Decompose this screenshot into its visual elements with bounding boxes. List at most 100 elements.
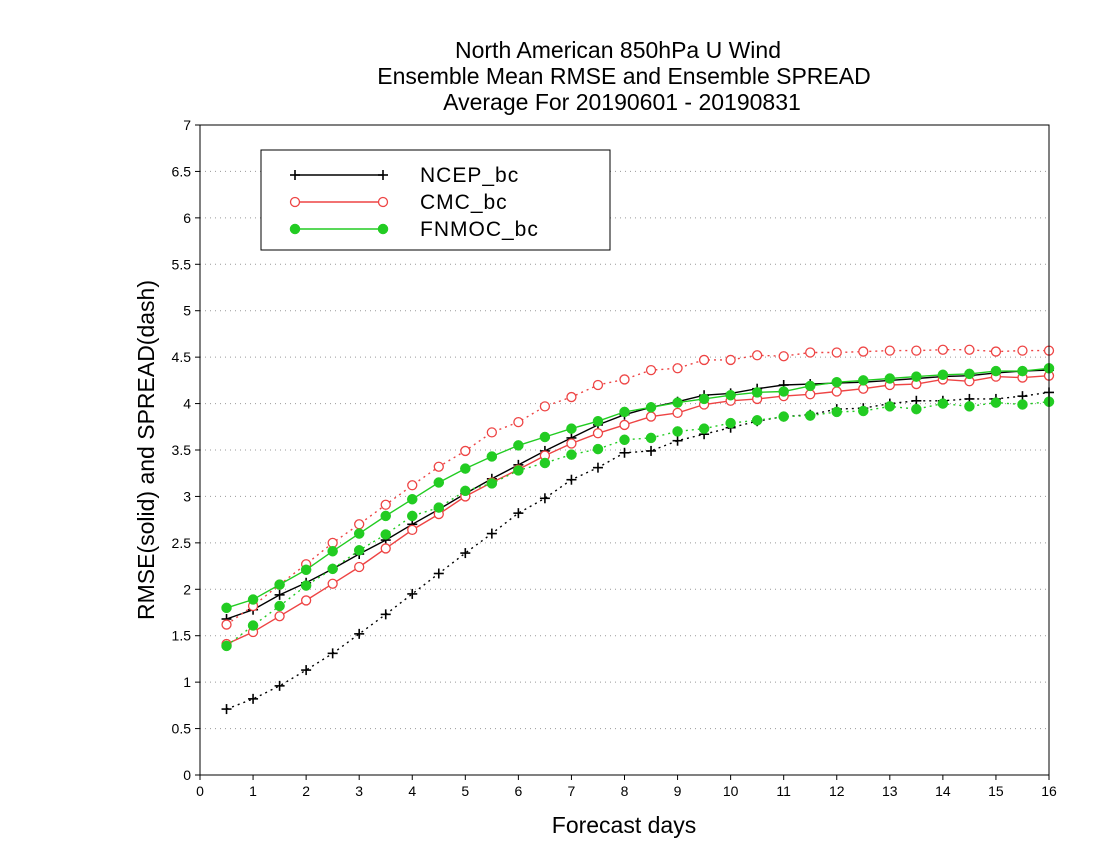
series-ncep-bc-spread-point xyxy=(566,474,577,485)
series-cmc-bc-rmse-line xyxy=(226,375,1050,645)
x-tick-label: 4 xyxy=(408,783,416,799)
series-cmc-bc-spread-point xyxy=(778,351,789,362)
series-fnmoc-bc-rmse-point xyxy=(460,463,471,474)
series-fnmoc-bc-rmse-point xyxy=(911,371,922,382)
series-fnmoc-bc-rmse-point xyxy=(539,431,551,443)
series-cmc-bc-spread-point xyxy=(911,345,922,356)
legend-box xyxy=(260,149,611,251)
y-tick-label: 2 xyxy=(183,581,191,597)
series-fnmoc-bc-rmse-point xyxy=(858,375,869,386)
series-fnmoc-bc-spread-point xyxy=(460,485,471,497)
series-fnmoc-bc-rmse-point xyxy=(778,386,789,397)
series-cmc-bc-spread-point xyxy=(513,416,524,428)
series-fnmoc-bc-spread-point xyxy=(566,449,577,460)
series-ncep-bc-spread-point xyxy=(619,447,630,458)
series-ncep-bc-spread-point xyxy=(672,435,683,446)
series-fnmoc-bc-spread-point xyxy=(327,563,338,575)
series-cmc-bc-spread-point xyxy=(884,345,895,356)
series-ncep-bc-spread-point xyxy=(460,548,471,559)
series-cmc-bc-spread-point xyxy=(221,619,232,630)
series-fnmoc-bc-rmse-point xyxy=(566,423,577,434)
series-fnmoc-bc-spread-point xyxy=(858,405,869,417)
series-cmc-bc-spread-point xyxy=(990,346,1002,357)
series-cmc-bc-spread-point xyxy=(672,363,683,374)
series-cmc-bc-rmse-point xyxy=(592,428,604,439)
series-fnmoc-bc-spread-point xyxy=(911,403,922,415)
series-ncep-bc-spread-line xyxy=(226,391,1050,710)
series-fnmoc-bc-rmse-point xyxy=(619,406,630,418)
series-fnmoc-bc-spread-point xyxy=(937,398,949,409)
series-fnmoc-bc-spread-point xyxy=(539,457,551,469)
series-fnmoc-bc-rmse-point xyxy=(751,387,763,398)
y-axis-title: RMSE(solid) and SPREAD(dash) xyxy=(133,280,159,620)
legend-label: NCEP_bc xyxy=(420,164,519,187)
y-tick-label: 3 xyxy=(183,488,191,504)
x-tick-label: 5 xyxy=(461,783,469,799)
legend-item-cmc-bc: CMC_bc xyxy=(289,191,507,214)
series-fnmoc-bc-rmse-point xyxy=(274,579,285,590)
series-fnmoc-bc-rmse-point xyxy=(433,477,445,488)
series-fnmoc-bc-spread-point xyxy=(513,465,524,476)
series-fnmoc-bc-rmse-point xyxy=(592,415,604,427)
x-tick-label: 13 xyxy=(882,783,898,799)
series-ncep-bc-rmse-point xyxy=(274,589,285,600)
series-fnmoc-bc-spread-point xyxy=(247,620,259,631)
x-tick-label: 10 xyxy=(723,783,739,799)
x-tick-label: 1 xyxy=(249,783,257,799)
legend-marker xyxy=(290,170,300,180)
series-cmc-bc-spread-point xyxy=(645,364,657,376)
series-cmc-bc-rmse-point xyxy=(380,543,391,554)
series-cmc-bc-rmse-point xyxy=(831,386,842,397)
x-tick-label: 3 xyxy=(355,783,363,799)
series-cmc-bc-spread-point xyxy=(831,347,842,358)
series-fnmoc-bc-spread-point xyxy=(486,478,498,489)
series-fnmoc-bc-spread-point xyxy=(353,545,365,556)
series-layer xyxy=(221,344,1055,715)
series-cmc-bc-spread-point xyxy=(407,480,418,491)
x-tick-label: 9 xyxy=(674,783,682,799)
y-tick-label: 6 xyxy=(183,210,191,226)
series-fnmoc-bc-spread-point xyxy=(300,580,312,591)
series-fnmoc-bc-rmse-point xyxy=(380,510,391,522)
series-fnmoc-bc-spread-point xyxy=(964,401,975,412)
series-ncep-bc-spread-point xyxy=(513,508,524,519)
series-cmc-bc-spread-point xyxy=(752,350,763,361)
series-ncep-bc-spread-point xyxy=(301,665,312,676)
axis-ticks: 00.511.522.533.544.555.566.570 1 2 3 4 5 6 7 8 9 1… xyxy=(172,117,1057,799)
series-fnmoc-bc-rmse-point xyxy=(486,451,498,462)
series-cmc-bc-spread-point xyxy=(380,499,391,510)
series-fnmoc-bc-spread-point xyxy=(698,423,710,434)
series-fnmoc-bc-rmse-point xyxy=(221,602,232,614)
x-tick-label: 15 xyxy=(988,783,1004,799)
series-cmc-bc xyxy=(221,344,1055,650)
series-cmc-bc-rmse-point xyxy=(274,611,285,622)
series-fnmoc-bc-rmse-point xyxy=(698,393,710,405)
series-fnmoc-bc-spread-line xyxy=(226,401,1050,647)
series-fnmoc-bc-spread-point xyxy=(592,443,604,455)
series-fnmoc-bc-rmse-point xyxy=(513,440,524,451)
x-tick-label: 2 xyxy=(302,783,310,799)
series-fnmoc-bc-rmse-point xyxy=(804,380,816,392)
legend-marker xyxy=(289,223,301,235)
series-cmc-bc-spread-point xyxy=(566,391,577,403)
legend-marker xyxy=(377,223,389,235)
y-tick-label: 5 xyxy=(183,303,191,319)
x-tick-label: 12 xyxy=(829,783,845,799)
series-cmc-bc-spread-point xyxy=(592,379,604,391)
series-fnmoc-bc-rmse-point xyxy=(725,389,736,401)
series-ncep-bc-spread-point xyxy=(486,528,497,539)
legend-marker xyxy=(378,170,388,180)
series-fnmoc-bc-rmse-point xyxy=(645,402,657,413)
series-cmc-bc-rmse-point xyxy=(566,438,577,449)
series-cmc-bc-rmse-point xyxy=(407,524,418,536)
series-fnmoc-bc-spread-point xyxy=(884,401,896,412)
chart-title-line-2: Ensemble Mean RMSE and Ensemble SPREAD xyxy=(377,63,870,89)
y-tick-label: 5.5 xyxy=(172,256,192,272)
legend: NCEP_bc CMC_bc FNMOC_bc xyxy=(260,149,611,251)
y-tick-label: 4.5 xyxy=(172,349,192,365)
series-fnmoc-bc-rmse-point xyxy=(831,376,842,388)
series-fnmoc-bc-rmse-point xyxy=(990,365,1002,377)
series-fnmoc-bc-spread-point xyxy=(433,502,445,513)
series-ncep-bc-spread-point xyxy=(380,609,391,620)
